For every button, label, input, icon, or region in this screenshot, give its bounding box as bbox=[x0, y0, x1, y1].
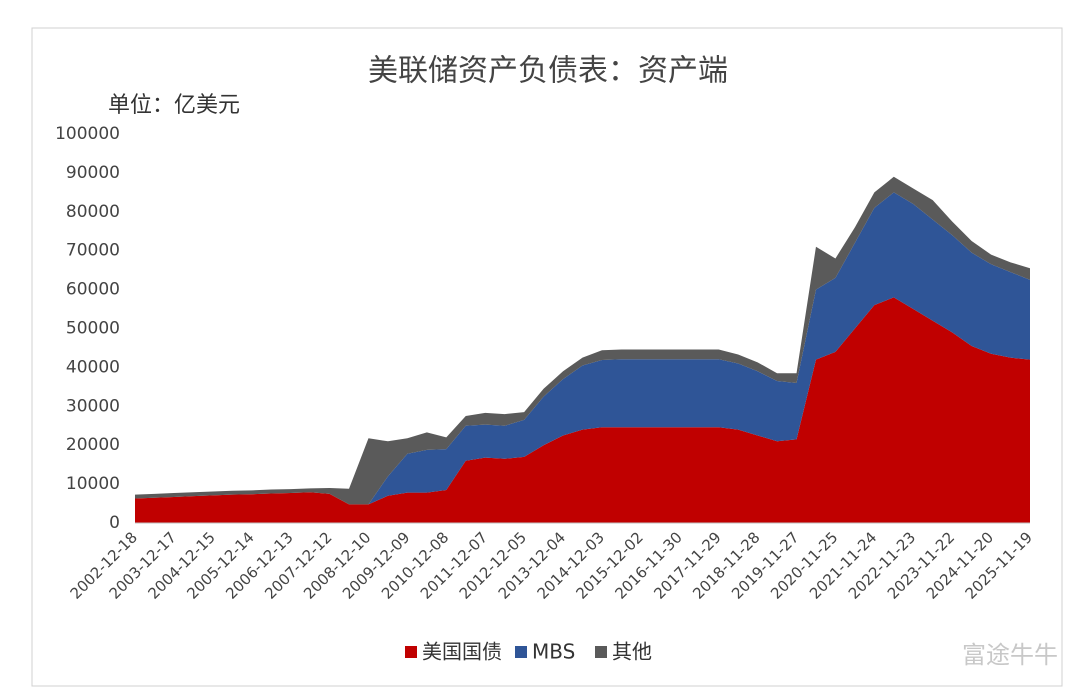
legend-label: MBS bbox=[532, 640, 575, 664]
y-tick-label: 40000 bbox=[66, 357, 120, 377]
legend-swatch bbox=[405, 646, 417, 658]
legend-label: 其他 bbox=[612, 640, 652, 664]
watermark: 富途牛牛 bbox=[962, 641, 1058, 669]
area bbox=[135, 176, 1030, 505]
y-tick-label: 50000 bbox=[66, 319, 120, 339]
chart-title: 美联储资产负债表：资产端 bbox=[368, 54, 728, 89]
y-tick-label: 90000 bbox=[66, 163, 120, 183]
legend-swatch bbox=[515, 646, 527, 658]
y-tick-label: 100000 bbox=[55, 124, 120, 144]
y-tick-label: 10000 bbox=[66, 474, 120, 494]
y-tick-label: 60000 bbox=[66, 280, 120, 300]
y-tick-label: 20000 bbox=[66, 435, 120, 455]
y-tick-label: 80000 bbox=[66, 202, 120, 222]
y-axis-label: 单位：亿美元 bbox=[108, 93, 240, 118]
y-tick-label: 30000 bbox=[66, 396, 120, 416]
y-tick-label: 0 bbox=[109, 513, 120, 533]
legend-swatch bbox=[595, 646, 607, 658]
area bbox=[135, 297, 1030, 523]
y-tick-label: 70000 bbox=[66, 241, 120, 261]
legend-label: 美国国债 bbox=[422, 640, 502, 664]
